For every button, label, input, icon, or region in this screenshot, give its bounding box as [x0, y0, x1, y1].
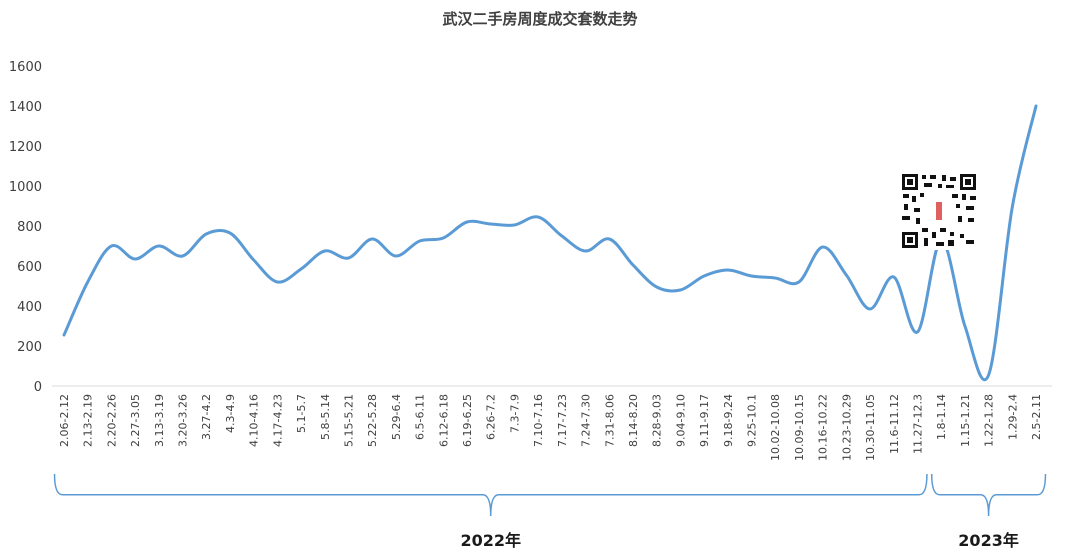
x-tick-label: 7.3-7.9 — [508, 394, 521, 433]
qr-code-image — [900, 172, 978, 250]
x-tick-label: 5.1-5.7 — [295, 394, 308, 433]
x-tick-label: 10.16-10.22 — [817, 394, 830, 461]
x-tick-label: 2.20-2.26 — [105, 394, 118, 447]
x-tick-label: 10.02-10.08 — [769, 394, 782, 461]
y-tick-label: 200 — [17, 340, 42, 355]
x-tick-label: 8.28-9.03 — [651, 394, 664, 447]
x-tick-label: 1.22-1.28 — [983, 394, 996, 447]
x-tick-label: 9.18-9.24 — [722, 394, 735, 447]
x-tick-label: 5.29-6.4 — [390, 394, 403, 440]
x-tick-label: 4.17-4.23 — [271, 394, 284, 447]
x-tick-label: 10.30-11.05 — [864, 394, 877, 461]
x-tick-label: 7.31-8.06 — [603, 394, 616, 447]
x-tick-label: 10.09-10.15 — [793, 394, 806, 461]
x-tick-label: 10.23-10.29 — [840, 394, 853, 461]
y-tick-label: 1400 — [9, 100, 42, 115]
x-tick-label: 3.27-4.2 — [200, 394, 213, 440]
y-tick-label: 1600 — [9, 60, 42, 75]
x-tick-label: 6.19-6.25 — [461, 394, 474, 447]
x-tick-label: 8.14-8.20 — [627, 394, 640, 447]
year-groups: 2022年 2023年 — [53, 473, 1047, 550]
x-tick-label: 4.3-4.9 — [224, 394, 237, 433]
y-tick-label: 1000 — [9, 180, 42, 195]
x-tick-label: 9.11-9.17 — [698, 394, 711, 447]
year-brace — [930, 473, 1047, 517]
x-axis: 2.06-2.12 2.13-2.19 2.20-2.26 2.27-3.05 3.13… — [58, 394, 1043, 461]
x-tick-label: 11.27-12.3 — [911, 394, 924, 454]
x-tick-label: 2.13-2.19 — [82, 394, 95, 447]
data-points — [62, 104, 1038, 377]
year-label: 2022年 — [460, 531, 521, 550]
x-tick-label: 5.15-5.21 — [342, 394, 355, 447]
y-tick-label: 800 — [17, 220, 42, 235]
x-tick-label: 4.10-4.16 — [248, 394, 261, 447]
x-tick-label: 6.5-6.11 — [414, 394, 427, 440]
x-tick-label: 3.20-3.26 — [177, 394, 190, 447]
y-tick-label: 0 — [34, 380, 42, 395]
x-tick-label: 7.17-7.23 — [556, 394, 569, 447]
x-tick-label: 7.24-7.30 — [580, 394, 593, 447]
y-axis: 0 200 400 600 800 1000 1200 1400 1600 — [9, 60, 42, 395]
x-tick-label: 9.25-10.1 — [746, 394, 759, 447]
x-tick-label: 2.06-2.12 — [58, 394, 71, 447]
y-tick-label: 400 — [17, 300, 42, 315]
x-tick-label: 6.26-7.2 — [485, 394, 498, 440]
year-brace — [53, 473, 928, 517]
x-tick-label: 7.10-7.16 — [532, 394, 545, 447]
y-tick-label: 1200 — [9, 140, 42, 155]
x-tick-label: 1.8-1.14 — [935, 394, 948, 440]
x-tick-label: 5.22-5.28 — [366, 394, 379, 447]
x-tick-label: 6.12-6.18 — [437, 394, 450, 447]
x-tick-label: 1.15-1.21 — [959, 394, 972, 447]
x-tick-label: 9.04-9.10 — [674, 394, 687, 447]
chart-title: 武汉二手房周度成交套数走势 — [442, 10, 638, 28]
x-tick-label: 2.27-3.05 — [129, 394, 142, 447]
x-tick-label: 5.8-5.14 — [319, 394, 332, 440]
series-line — [62, 104, 1038, 382]
y-tick-label: 600 — [17, 260, 42, 275]
x-tick-label: 3.13-3.19 — [153, 394, 166, 447]
x-tick-label: 11.6-11.12 — [888, 394, 901, 454]
year-label: 2023年 — [958, 531, 1019, 550]
x-tick-label: 1.29-2.4 — [1006, 394, 1019, 440]
x-tick-label: 2.5-2.11 — [1030, 394, 1043, 440]
